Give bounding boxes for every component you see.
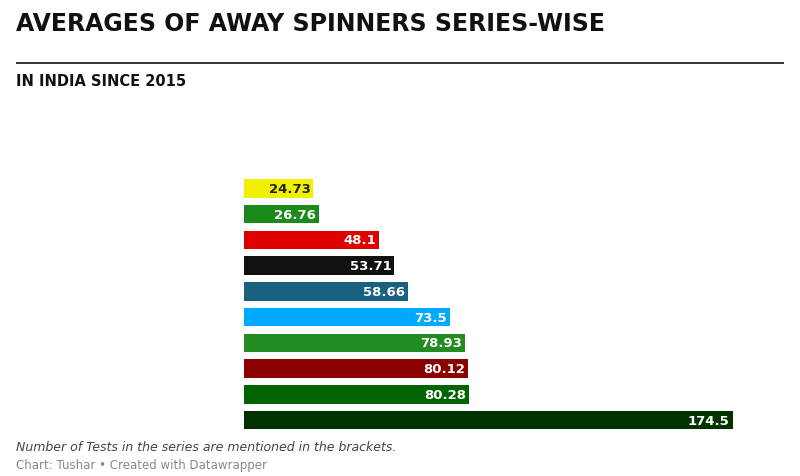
Text: 53.71: 53.71	[350, 259, 391, 273]
Text: Chart: Tushar • Created with Datawrapper: Chart: Tushar • Created with Datawrapper	[16, 458, 267, 471]
Text: 174.5: 174.5	[688, 414, 730, 427]
Text: AVERAGES OF AWAY SPINNERS SERIES-WISE: AVERAGES OF AWAY SPINNERS SERIES-WISE	[16, 12, 605, 36]
Bar	[244, 308, 450, 327]
Text: 73.5: 73.5	[414, 311, 447, 324]
Text: 58.66: 58.66	[363, 285, 406, 298]
Text: IN INDIA SINCE 2015: IN INDIA SINCE 2015	[16, 74, 186, 89]
Bar	[244, 386, 469, 404]
Text: 24.73: 24.73	[269, 182, 310, 196]
Bar	[244, 411, 733, 429]
Text: 80.28: 80.28	[424, 388, 466, 401]
Text: 48.1: 48.1	[343, 234, 376, 247]
Bar	[244, 206, 319, 224]
Bar	[244, 283, 408, 301]
Bar	[244, 334, 465, 352]
Bar	[244, 231, 378, 249]
Bar	[244, 180, 314, 198]
Text: 80.12: 80.12	[424, 362, 466, 376]
Text: Number of Tests in the series are mentioned in the brackets.: Number of Tests in the series are mentio…	[16, 440, 396, 453]
Bar	[244, 360, 468, 378]
Text: 78.93: 78.93	[420, 337, 462, 350]
Text: 26.76: 26.76	[274, 208, 316, 221]
Bar	[244, 257, 394, 275]
